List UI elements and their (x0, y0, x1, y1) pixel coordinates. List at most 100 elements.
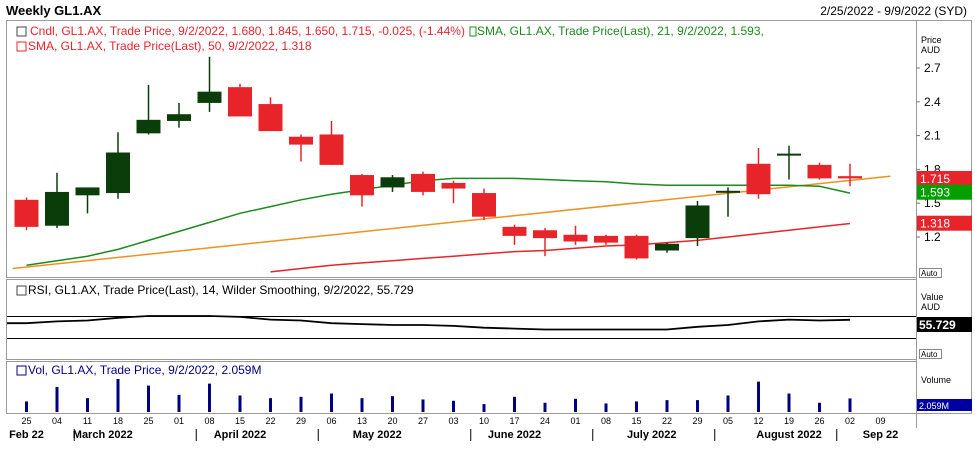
volume-legend-icon (16, 365, 27, 376)
volume-bar (604, 403, 608, 412)
volume-bar (421, 399, 425, 412)
x-tick-day-label: 19 (784, 416, 794, 426)
sma50-line (270, 222, 851, 273)
volume-bar (818, 402, 821, 412)
candle-down (411, 173, 435, 192)
volume-bar (147, 385, 150, 412)
candle-up (380, 177, 405, 188)
candle-up (136, 119, 161, 134)
volume-bar (330, 393, 333, 412)
rsi-legend-icon (16, 285, 27, 296)
x-tick-day-label: 27 (418, 416, 428, 426)
candle-up (75, 187, 100, 196)
x-tick-day-label: 02 (845, 416, 855, 426)
volume-bar (757, 381, 760, 412)
volume-bar (25, 401, 28, 412)
x-tick-day-label: 10 (479, 416, 489, 426)
sma50-badge (917, 215, 972, 231)
x-tick-day-label: 24 (540, 416, 550, 426)
candle-down (533, 230, 557, 239)
x-tick-day-label: 29 (692, 416, 702, 426)
x-tick-day-label: 22 (662, 416, 672, 426)
rsi-axis-unit: AUD (921, 302, 941, 312)
price-pane-frame (6, 20, 917, 278)
candle-down (838, 176, 862, 179)
volume-bar (696, 400, 699, 412)
volume-bar (574, 398, 577, 412)
x-tick-day-label: 13 (357, 416, 367, 426)
candle-down (350, 175, 374, 196)
volume-bar (208, 383, 211, 412)
candle-up (45, 191, 69, 226)
x-tick-day-label: 05 (723, 416, 733, 426)
last-price-badge-text: 1.715 (920, 172, 950, 186)
x-month-label: Feb 22 (9, 429, 44, 441)
volume-bar (391, 396, 394, 412)
rsi-legend: RSI, GL1.AX, Trade Price(Last), 14, Wild… (28, 283, 414, 297)
sma21-legend: SMA, GL1.AX, Trade Price(Last), 21, 9/2/… (477, 24, 764, 38)
chart-title: Weekly GL1.AX (6, 3, 102, 18)
x-tick-day-label: 17 (509, 416, 519, 426)
candle-up (197, 91, 222, 103)
rsi-value-badge (917, 317, 972, 332)
candle-down (228, 87, 252, 117)
volume-bar (55, 386, 59, 412)
volume-bar (635, 401, 638, 412)
sma50-legend: SMA, GL1.AX, Trade Price(Last), 50, 9/2/… (28, 39, 312, 53)
x-tick-day-label: 25 (143, 416, 153, 426)
sma21-badge-text: 1.593 (920, 186, 950, 200)
price-auto-button[interactable]: Auto (919, 268, 942, 279)
volume-bar (177, 394, 181, 412)
volume-bar (269, 398, 272, 412)
x-tick-day-label: 12 (753, 416, 763, 426)
x-tick-day-label: 18 (113, 416, 123, 426)
price-tick-label: 1.2 (924, 230, 941, 244)
sma21-line (26, 177, 851, 266)
svg-text:Auto: Auto (921, 269, 938, 278)
x-month-label: June 2022 (488, 429, 541, 441)
candle-up (106, 152, 130, 194)
candle-down (563, 234, 588, 242)
sma-legend-icon (469, 26, 477, 37)
sma50-legend-icon (16, 41, 27, 52)
rsi-line (26, 315, 851, 331)
x-tick-day-label: 04 (52, 416, 62, 426)
x-tick-day-label: 01 (174, 416, 184, 426)
x-tick-day-label: 25 (21, 416, 31, 426)
candle-down (319, 134, 344, 165)
candle-down (441, 182, 466, 189)
rsi-value-text: 55.729 (919, 318, 956, 332)
x-tick-day-label: 08 (204, 416, 214, 426)
volume-bar (726, 395, 730, 412)
x-month-label: August 2022 (756, 429, 821, 441)
volume-bar (482, 404, 486, 412)
x-tick-day-label: 06 (326, 416, 336, 426)
candle-down (807, 164, 832, 179)
candle-down (289, 136, 313, 145)
candle-down (258, 104, 283, 132)
volume-legend: Vol, GL1.AX, Trade Price, 9/2/2022, 2.05… (28, 363, 261, 377)
volume-bar (452, 400, 455, 412)
volume-bar (299, 396, 303, 412)
x-tick-day-label: 15 (235, 416, 245, 426)
candle-up (716, 190, 740, 193)
volume-badge-text: 2.059M (919, 401, 949, 411)
x-tick-day-label: 15 (631, 416, 641, 426)
candle-down (624, 235, 649, 259)
price-tick-label: 2.4 (924, 95, 941, 109)
candle-legend-icon (16, 26, 27, 37)
trendline (12, 175, 891, 270)
rsi-axis-title: Value (921, 292, 943, 302)
x-month-label: April 2022 (214, 429, 267, 441)
candle-down (502, 226, 527, 236)
rsi-auto-button[interactable]: Auto (919, 349, 942, 360)
candle-down (594, 235, 618, 243)
sma21-badge (917, 184, 972, 200)
x-month-label: March 2022 (73, 429, 133, 441)
x-tick-day-label: 01 (570, 416, 580, 426)
x-month-label: May 2022 (353, 429, 402, 441)
candle-legend: Cndl, GL1.AX, Trade Price, 9/2/2022, 1.6… (30, 24, 465, 38)
volume-bar (116, 379, 120, 412)
